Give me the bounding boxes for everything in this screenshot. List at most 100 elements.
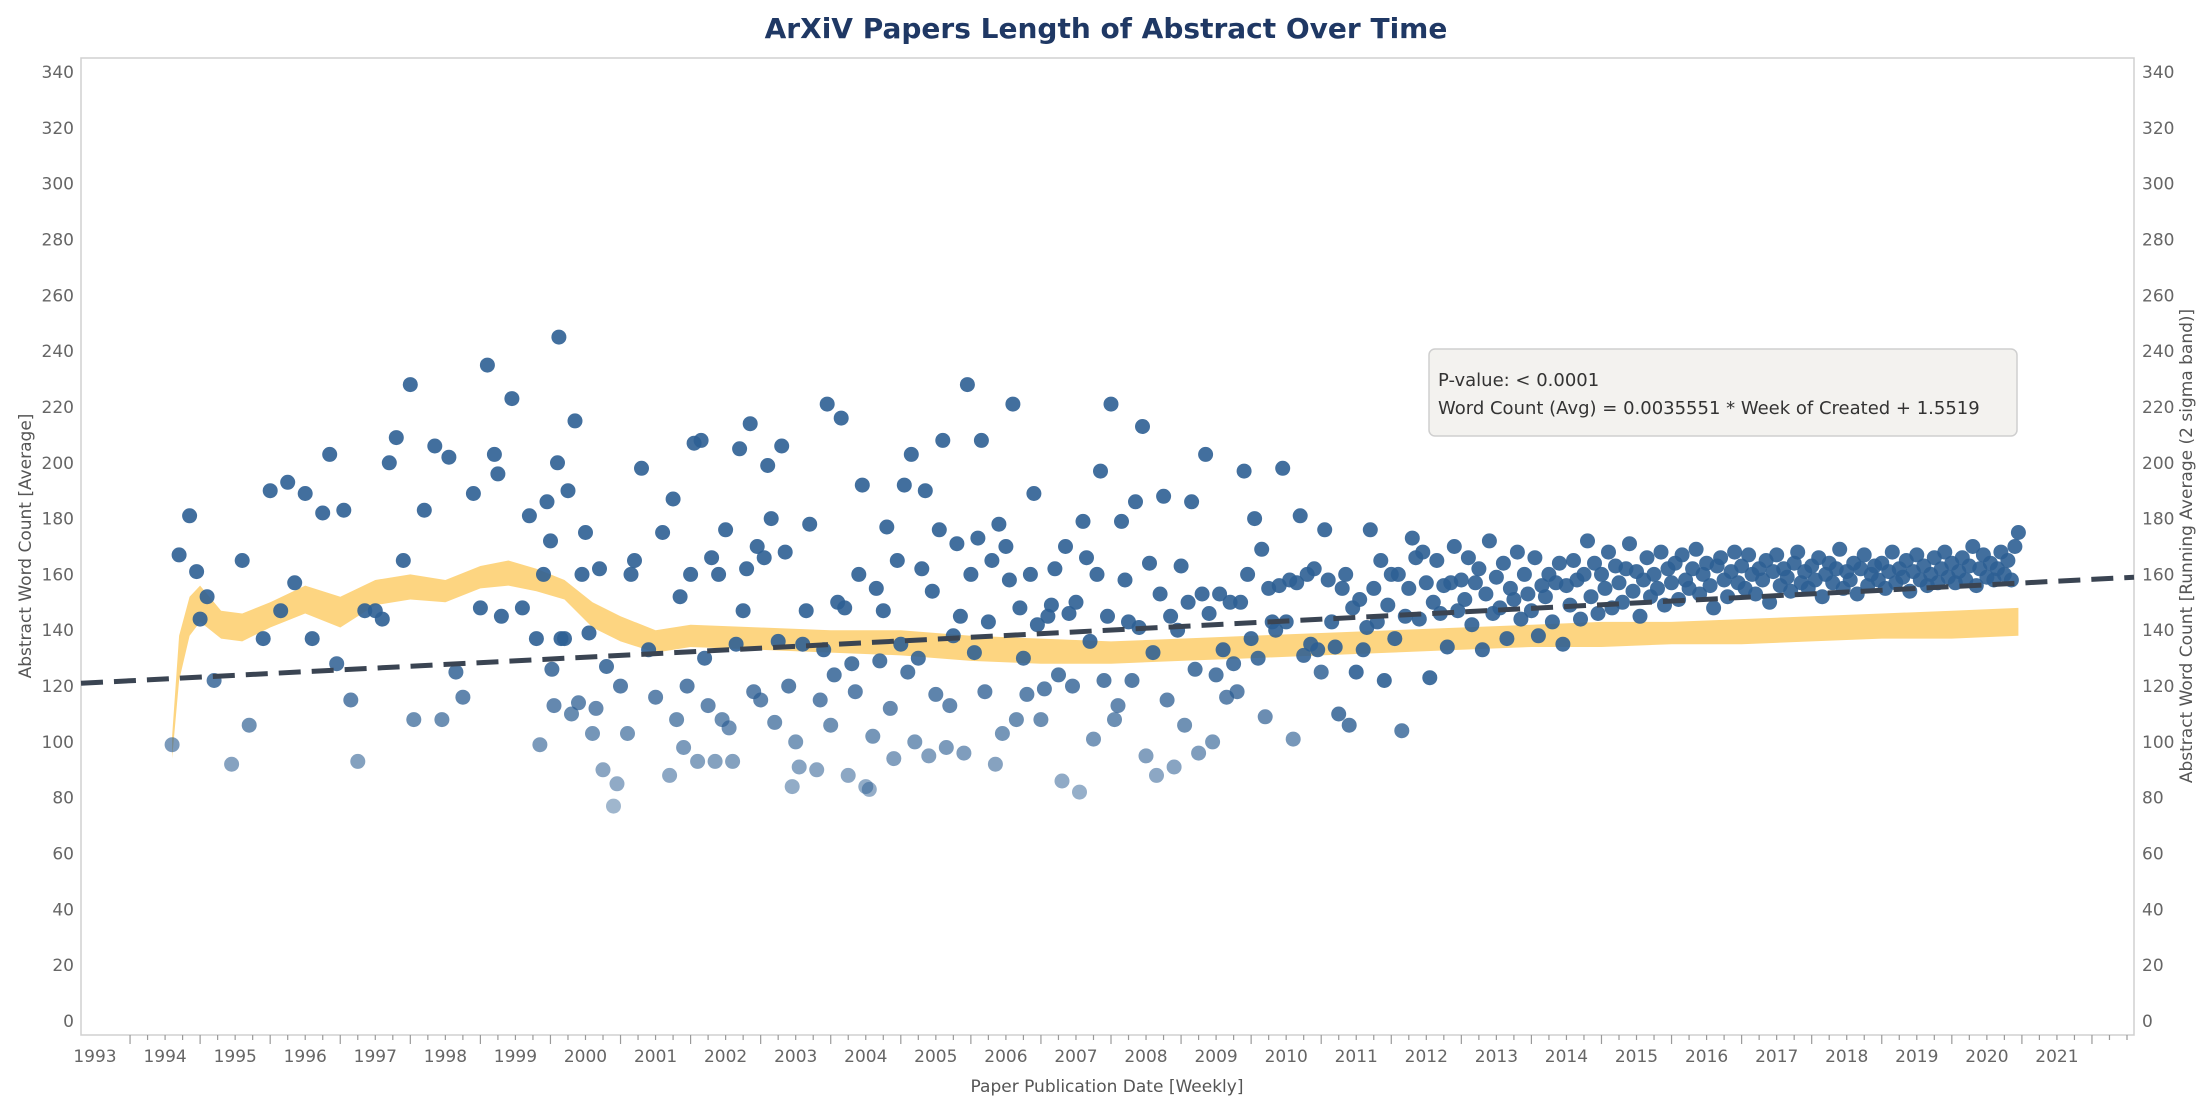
data-point-15 [297, 486, 313, 501]
data-point-229 [1191, 745, 1207, 761]
y-tick-label-left-200: 200 [42, 454, 74, 474]
data-point-314 [1488, 569, 1504, 585]
data-point-80 [665, 491, 681, 507]
data-point-192 [1061, 606, 1077, 621]
data-point-312 [1481, 533, 1497, 549]
data-point-98 [728, 636, 744, 652]
data-point-161 [952, 608, 968, 624]
data-point-400 [1790, 544, 1806, 560]
data-point-180 [1019, 686, 1035, 702]
data-point-243 [1240, 566, 1256, 582]
data-point-247 [1254, 541, 1270, 557]
data-point-190 [1054, 773, 1070, 789]
data-point-412 [1832, 541, 1848, 557]
data-point-156 [935, 432, 951, 448]
data-point-187 [1043, 597, 1059, 613]
data-point-295 [1422, 670, 1438, 686]
y-tick-label-right-340: 340 [2142, 63, 2174, 83]
data-point-227 [1184, 494, 1200, 510]
y-tick-label-right-140: 140 [2142, 621, 2174, 641]
data-point-382 [1727, 544, 1743, 560]
data-point-101 [739, 561, 755, 577]
data-point-70 [609, 776, 625, 792]
y-tick-label-left-140: 140 [42, 621, 74, 641]
data-point-208 [1117, 572, 1133, 588]
data-point-154 [928, 686, 944, 702]
data-point-68 [599, 659, 614, 674]
data-point-242 [1236, 463, 1252, 479]
data-point-336 [1566, 553, 1581, 568]
data-point-297 [1429, 553, 1445, 568]
data-point-46 [528, 631, 544, 647]
x-axis: 1993 1994 1995 1996 1997 1998 1999 2000 2001 2002… [73, 1035, 2128, 1067]
y-tick-label-right-160: 160 [2142, 565, 2174, 585]
data-point-282 [1376, 673, 1392, 688]
data-point-79 [662, 767, 678, 783]
data-point-419 [1856, 547, 1872, 563]
data-point-183 [1029, 617, 1045, 633]
data-point-258 [1292, 508, 1308, 524]
data-point-236 [1215, 642, 1231, 658]
x-tick-label-2015: 2015 [1615, 1047, 1658, 1067]
y-tick-label-left-40: 40 [52, 900, 74, 920]
x-tick-label-2001: 2001 [634, 1047, 677, 1067]
data-point-165 [966, 645, 982, 661]
data-point-203 [1100, 608, 1115, 624]
data-point-137 [868, 580, 884, 596]
data-point-326 [1530, 628, 1546, 644]
data-point-166 [970, 530, 986, 546]
data-point-28 [395, 553, 411, 568]
data-point-234 [1208, 667, 1224, 683]
x-tick-label-2008: 2008 [1124, 1047, 1167, 1067]
data-point-40 [486, 446, 502, 462]
x-tick-label-2019: 2019 [1895, 1047, 1938, 1067]
y-tick-label-left-340: 340 [42, 63, 74, 83]
x-tick-label-2006: 2006 [984, 1047, 1027, 1067]
y-axis-label-left: Abstract Word Count [Average] [16, 414, 36, 679]
data-point-72 [620, 726, 635, 741]
data-point-353 [1625, 583, 1641, 599]
data-point-294 [1418, 575, 1434, 591]
data-point-172 [991, 516, 1007, 532]
data-point-95 [718, 522, 734, 538]
data-point-274 [1348, 664, 1364, 680]
data-point-31 [416, 502, 432, 518]
data-point-311 [1478, 586, 1494, 602]
y-tick-label-right-20: 20 [2142, 956, 2164, 976]
data-point-41 [490, 466, 506, 482]
x-axis-label: Paper Publication Date [Weekly] [971, 1077, 1244, 1097]
data-point-164 [963, 566, 979, 582]
x-tick-label-1995: 1995 [214, 1047, 257, 1067]
data-point-256 [1285, 731, 1301, 747]
data-point-20 [336, 502, 352, 518]
data-point-39 [479, 357, 495, 373]
data-point-8 [234, 553, 250, 568]
data-point-129 [840, 767, 856, 783]
data-point-107 [760, 458, 776, 473]
data-point-233 [1205, 734, 1221, 750]
data-point-19 [329, 656, 345, 672]
x-tick-label-1994: 1994 [143, 1047, 186, 1067]
data-point-179 [1015, 650, 1031, 666]
data-point-306 [1460, 550, 1476, 566]
x-tick-label-2017: 2017 [1755, 1047, 1798, 1067]
data-point-145 [896, 477, 912, 493]
data-point-7 [224, 756, 240, 772]
data-point-450 [1965, 539, 1981, 554]
data-point-4 [192, 611, 208, 627]
data-point-201 [1093, 463, 1108, 479]
data-point-407 [1814, 589, 1830, 605]
x-tick-label-2018: 2018 [1825, 1047, 1868, 1067]
data-point-394 [1769, 547, 1785, 563]
data-point-211 [1128, 494, 1143, 510]
data-point-230 [1194, 586, 1210, 602]
data-point-278 [1362, 522, 1378, 538]
annotation-p-value: P-value: < 0.0001 [1438, 370, 1599, 391]
data-point-240 [1229, 684, 1245, 700]
data-point-89 [697, 650, 713, 666]
data-point-376 [1706, 600, 1722, 616]
data-point-96 [721, 720, 737, 736]
data-point-82 [672, 589, 688, 605]
data-point-58 [564, 706, 579, 722]
annotation-box: P-value: < 0.0001 Word Count (Avg) = 0.0… [1428, 348, 2018, 437]
